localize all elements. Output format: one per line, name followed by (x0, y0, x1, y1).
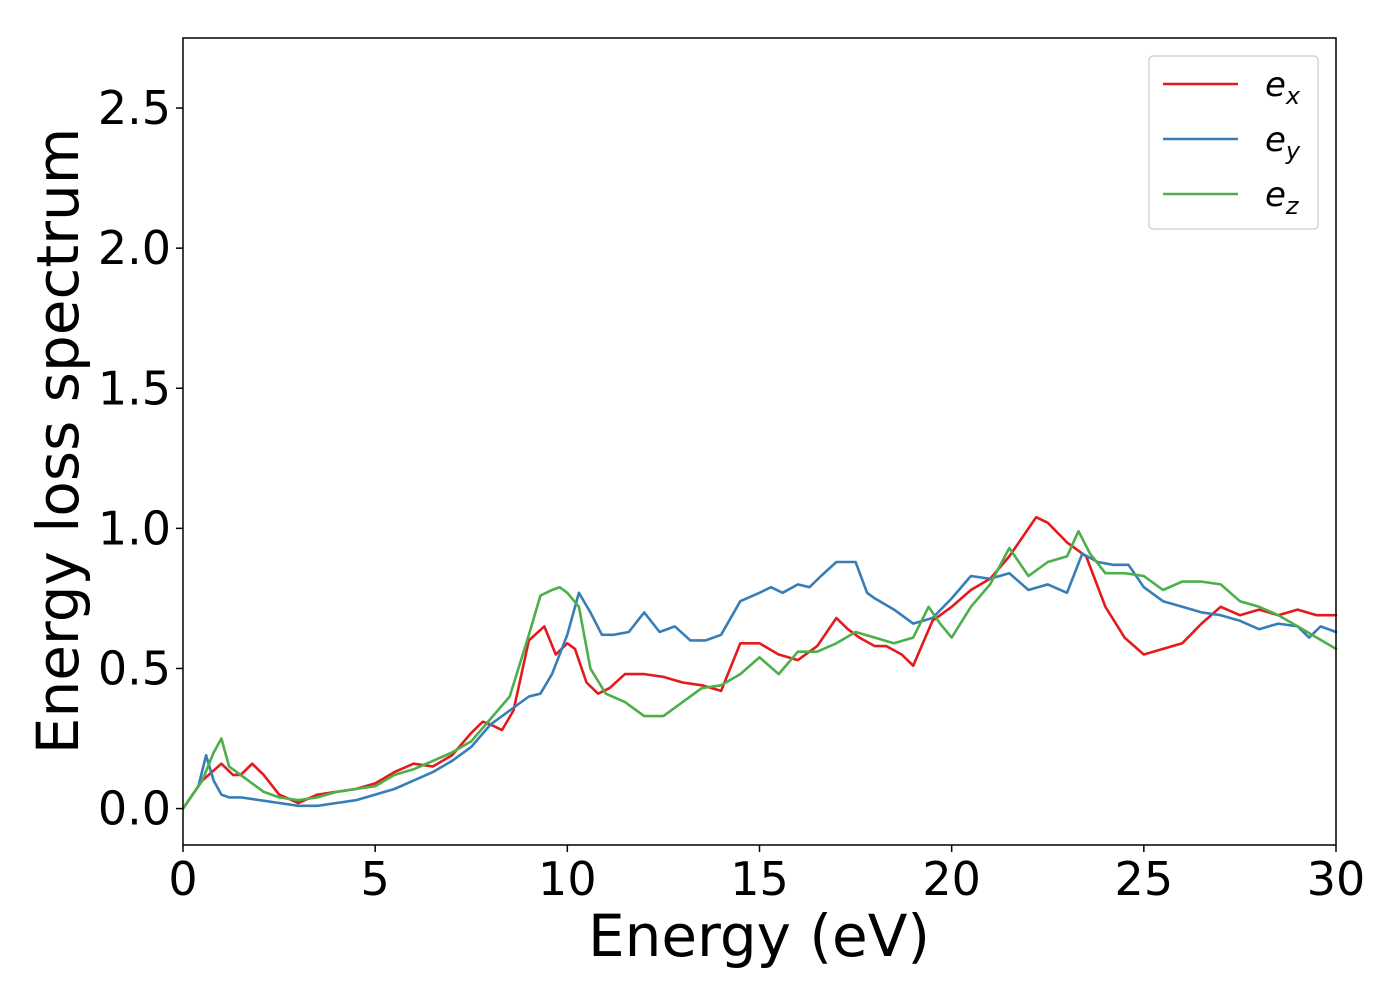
y-tick-label: 0.0 (98, 782, 171, 836)
y-axis-ticks: 0.0 0.5 1.0 1.5 2.0 2.5 (98, 81, 183, 836)
series-line-ez (181, 529, 1338, 810)
x-tick-label: 15 (730, 852, 789, 906)
x-tick-label: 30 (1307, 852, 1366, 906)
x-axis-ticks: 0 5 10 15 20 25 30 (168, 845, 1365, 906)
y-tick-label: 2.0 (98, 221, 171, 275)
legend-subscript: y (1285, 137, 1301, 165)
series-layer (181, 515, 1338, 810)
y-tick-label: 1.0 (98, 501, 171, 555)
x-axis-label: Energy (eV) (588, 902, 930, 970)
y-tick-label: 1.5 (98, 361, 171, 415)
x-tick-label: 0 (168, 852, 197, 906)
x-tick-label: 10 (538, 852, 597, 906)
y-tick-label: 2.5 (98, 81, 171, 135)
legend-box (1148, 55, 1319, 230)
x-tick-label: 20 (922, 852, 981, 906)
legend-subscript: x (1285, 82, 1301, 110)
x-tick-label: 25 (1115, 852, 1174, 906)
series-line-ey (181, 552, 1338, 810)
series-line-ex (181, 515, 1338, 810)
legend-subscript: z (1285, 192, 1300, 220)
y-axis-label: Energy loss spectrum (24, 128, 92, 754)
x-tick-label: 5 (361, 852, 390, 906)
y-tick-label: 0.5 (98, 641, 171, 695)
